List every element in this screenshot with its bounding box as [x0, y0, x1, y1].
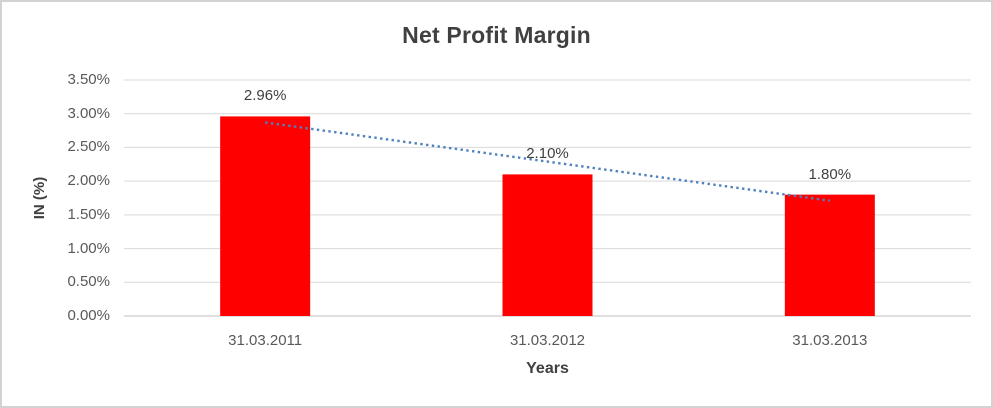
- plot-area: [124, 79, 971, 317]
- y-tick-label: 3.00%: [67, 104, 110, 122]
- x-tick-label: 31.03.2012: [509, 332, 586, 349]
- y-tick-label: 1.00%: [67, 239, 110, 257]
- y-tick-label: 0.00%: [67, 307, 110, 324]
- y-tick-label: 2.50%: [67, 138, 110, 156]
- x-axis-title: Years: [526, 360, 569, 377]
- data-label: 2.96%: [243, 87, 287, 105]
- data-label: 2.10%: [526, 145, 569, 163]
- bar: [220, 116, 311, 316]
- y-tick-label: 1.50%: [67, 205, 110, 223]
- y-tick-label: 0.50%: [67, 273, 110, 291]
- x-tick-label: 31.03.2013: [792, 332, 868, 349]
- chart-title: Net Profit Margin: [402, 22, 591, 48]
- y-tick-label: 2.00%: [67, 172, 110, 190]
- y-axis-title: IN (%): [31, 176, 48, 220]
- bar: [502, 174, 593, 316]
- x-tick-label: 31.03.2011: [228, 332, 303, 349]
- bar: [784, 194, 875, 316]
- trendline: [265, 121, 830, 202]
- y-tick-label: 3.50%: [67, 71, 110, 88]
- data-label: 1.80%: [808, 165, 852, 183]
